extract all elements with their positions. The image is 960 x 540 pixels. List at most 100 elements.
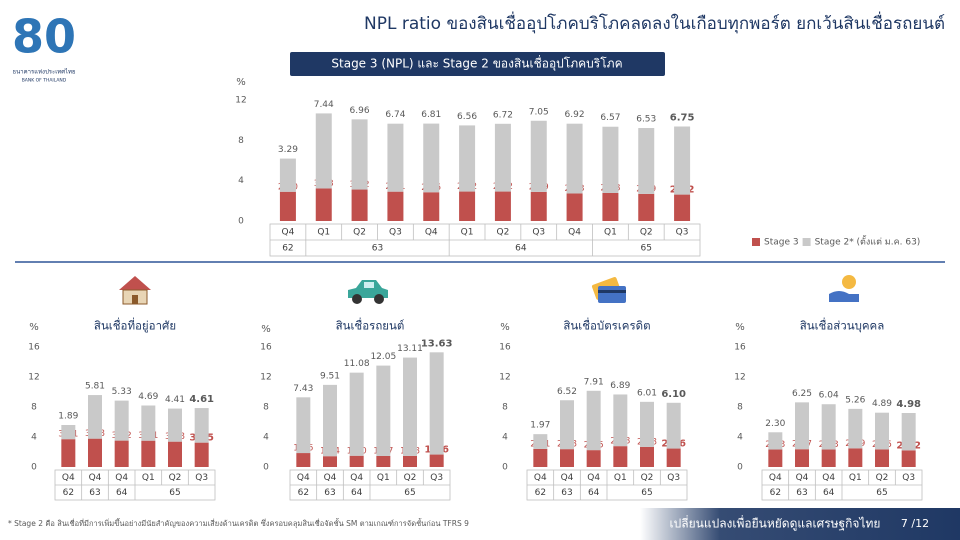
bar-segment xyxy=(88,438,102,467)
bar-segment xyxy=(901,450,916,467)
bar-segment xyxy=(387,123,404,192)
data-label: 6.10 xyxy=(661,389,686,400)
data-label: 4.41 xyxy=(165,395,185,405)
bar-segment xyxy=(821,404,836,450)
y-tick-label: 16 xyxy=(28,343,40,353)
x-group-label: 64 xyxy=(351,488,363,498)
bar-segment xyxy=(423,123,440,193)
bar-segment xyxy=(638,128,655,194)
x-tick-label: Q3 xyxy=(676,228,689,238)
card-icon xyxy=(591,277,626,303)
data-label: 6.92 xyxy=(565,110,585,120)
bar-segment xyxy=(848,408,863,449)
logo-number: 80 xyxy=(12,10,76,64)
car-icon xyxy=(348,280,388,304)
bar-segment xyxy=(61,425,76,440)
legend-swatch xyxy=(802,238,811,246)
y-tick-label: 4 xyxy=(263,433,269,443)
x-tick-label: Q1 xyxy=(317,228,330,238)
bar-segment xyxy=(141,440,156,467)
data-label: 6.01 xyxy=(637,388,657,398)
bar-segment xyxy=(459,125,476,192)
y-tick-label: 16 xyxy=(260,343,272,353)
x-group-label: 65 xyxy=(641,488,652,498)
data-label: 7.44 xyxy=(314,100,334,110)
bar-segment xyxy=(640,401,654,447)
bar-segment xyxy=(114,440,129,467)
bar-segment xyxy=(566,193,583,221)
slogan: เปลี่ยนแปลงเพื่อยืนหยัดดูแลเศรษฐกิจไทย xyxy=(670,515,881,532)
bar-segment xyxy=(323,384,337,457)
x-tick-label: Q3 xyxy=(902,473,915,483)
bar-segment xyxy=(638,193,655,221)
bar-segment xyxy=(530,120,547,192)
bar-segment xyxy=(848,448,863,467)
data-label: 6.75 xyxy=(670,113,695,124)
y-unit: % xyxy=(236,77,246,88)
bar-segment xyxy=(168,408,182,442)
x-group-label: 62 xyxy=(770,488,781,498)
x-tick-label: Q4 xyxy=(822,473,835,483)
y-tick-label: 8 xyxy=(737,403,743,413)
x-group-label: 63 xyxy=(324,488,335,498)
y-tick-label: 4 xyxy=(737,433,743,443)
bar-segment xyxy=(296,397,311,454)
data-label: 13.11 xyxy=(397,344,423,354)
bar-segment xyxy=(795,402,809,450)
bar-segment xyxy=(194,408,209,443)
x-tick-label: Q4 xyxy=(796,473,809,483)
x-tick-label: Q4 xyxy=(62,473,75,483)
data-label: 5.26 xyxy=(845,395,865,405)
y-tick-label: 16 xyxy=(734,343,746,353)
x-tick-label: Q1 xyxy=(377,473,390,483)
x-tick-label: Q4 xyxy=(115,473,128,483)
x-tick-label: Q2 xyxy=(640,228,653,238)
x-tick-label: Q2 xyxy=(641,473,654,483)
bar-segment xyxy=(901,413,916,451)
y-tick-label: 4 xyxy=(502,433,508,443)
x-group-label: 62 xyxy=(282,244,293,254)
y-tick-label: 12 xyxy=(28,373,39,383)
x-tick-label: Q1 xyxy=(849,473,862,483)
x-tick-label: Q2 xyxy=(876,473,889,483)
bar-segment xyxy=(114,400,129,441)
footer-band xyxy=(640,508,960,540)
y-tick-label: 0 xyxy=(238,217,244,227)
x-tick-label: Q4 xyxy=(282,228,295,238)
y-unit: % xyxy=(29,322,39,333)
x-group-label: 65 xyxy=(169,488,180,498)
y-tick-label: 0 xyxy=(502,463,508,473)
bar-segment xyxy=(602,192,619,221)
y-tick-label: 8 xyxy=(263,403,269,413)
x-tick-label: Q4 xyxy=(425,228,438,238)
x-tick-label: Q3 xyxy=(430,473,443,483)
x-group-label: 63 xyxy=(372,244,383,254)
data-label: 6.56 xyxy=(457,112,477,122)
bar-segment xyxy=(296,453,311,467)
bar-segment xyxy=(674,126,691,195)
bar-segment xyxy=(315,113,332,189)
bar-segment xyxy=(494,123,511,192)
x-tick-label: Q4 xyxy=(297,473,310,483)
chart-title: สินเชื่อรถยนต์ xyxy=(336,318,405,333)
bar-segment xyxy=(349,455,364,467)
bar-segment xyxy=(566,123,583,194)
data-label: 6.25 xyxy=(792,389,812,399)
x-tick-label: Q2 xyxy=(497,228,510,238)
bar-segment xyxy=(795,449,809,467)
data-label: 11.08 xyxy=(344,359,370,369)
page-number: 7 /12 xyxy=(901,517,929,530)
data-label: 6.89 xyxy=(610,381,630,391)
bar-segment xyxy=(387,191,404,221)
y-tick-label: 12 xyxy=(235,96,246,106)
y-tick-label: 0 xyxy=(31,463,37,473)
data-label: 6.74 xyxy=(385,110,405,120)
chart-title: สินเชื่อที่อยู่อาศัย xyxy=(94,318,176,333)
bar-segment xyxy=(613,394,628,447)
bar-segment xyxy=(560,449,574,467)
x-tick-label: Q3 xyxy=(195,473,208,483)
bar-segment xyxy=(279,158,296,192)
coins-icon xyxy=(829,275,859,302)
data-label: 3.29 xyxy=(278,145,298,155)
